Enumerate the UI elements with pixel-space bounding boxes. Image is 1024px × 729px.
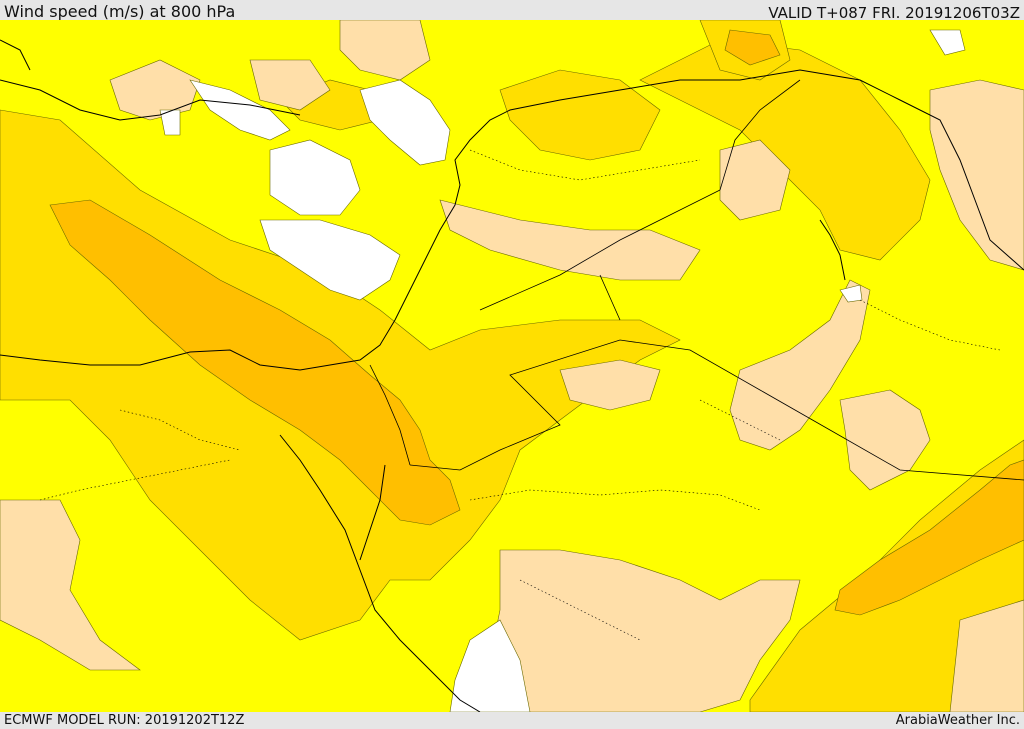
map-title: Wind speed (m/s) at 800 hPa <box>4 2 236 21</box>
calm-wind-areas <box>159 29 966 712</box>
valid-time-label: VALID T+087 FRI. 20191206T03Z <box>768 4 1020 22</box>
wind-speed-map-canvas <box>0 20 1024 712</box>
coastlines <box>0 39 1024 712</box>
credit-label: ArabiaWeather Inc. <box>895 713 1020 728</box>
internal-boundaries <box>39 149 1001 641</box>
header-bar: Wind speed (m/s) at 800 hPa VALID T+087 … <box>0 0 1024 22</box>
wind-speed-map <box>0 20 1024 712</box>
light-wind-areas <box>0 20 1024 712</box>
political-borders <box>369 79 1024 481</box>
model-run-label: ECMWF MODEL RUN: 20191202T12Z <box>4 713 245 728</box>
footer-bar: ECMWF MODEL RUN: 20191202T12Z ArabiaWeat… <box>0 712 1024 729</box>
